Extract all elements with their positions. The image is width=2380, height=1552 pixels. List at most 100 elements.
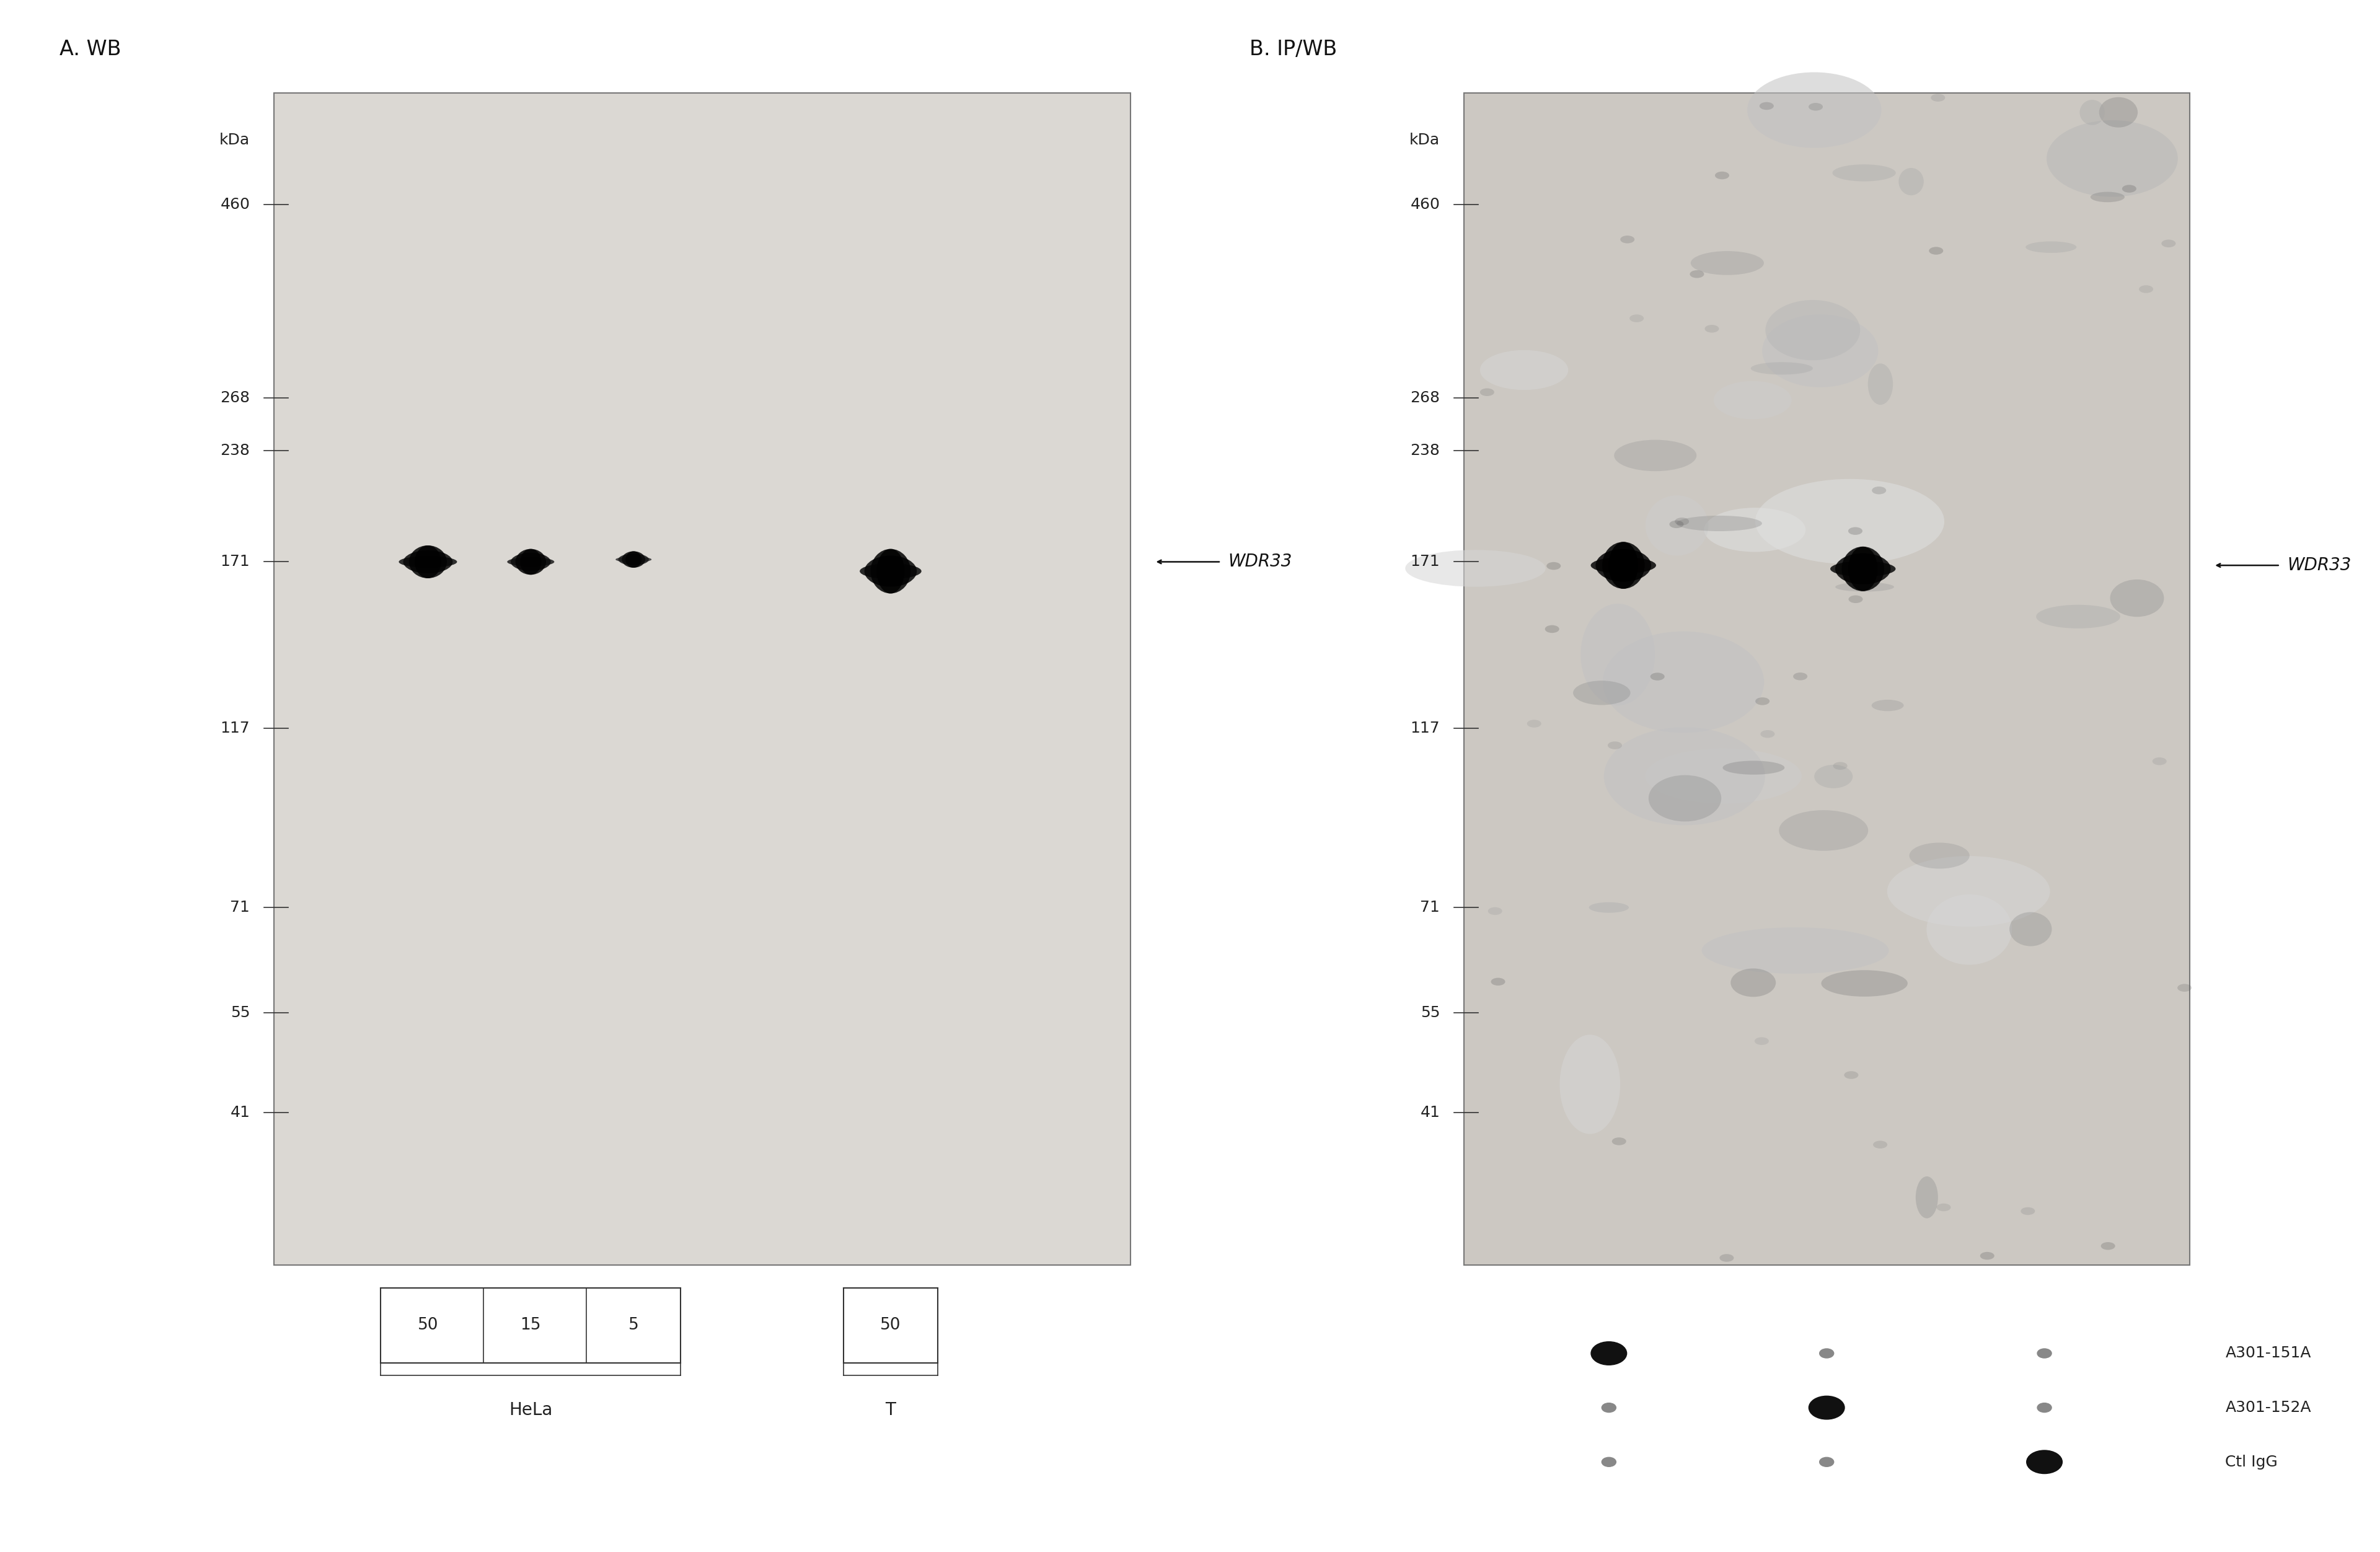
Ellipse shape: [1937, 1203, 1952, 1211]
Ellipse shape: [1759, 102, 1773, 110]
Ellipse shape: [1676, 515, 1761, 531]
Ellipse shape: [1778, 810, 1868, 850]
Ellipse shape: [1630, 315, 1645, 323]
Ellipse shape: [1718, 1254, 1733, 1262]
Ellipse shape: [1909, 843, 1971, 869]
Text: T: T: [885, 1401, 895, 1419]
Ellipse shape: [400, 556, 457, 568]
Ellipse shape: [1754, 480, 1944, 563]
Ellipse shape: [1835, 553, 1890, 585]
Text: 238: 238: [1411, 442, 1440, 458]
Ellipse shape: [1602, 542, 1645, 588]
Ellipse shape: [1868, 363, 1892, 405]
Ellipse shape: [1752, 362, 1814, 374]
Ellipse shape: [409, 545, 447, 579]
Ellipse shape: [2099, 98, 2137, 127]
Ellipse shape: [1887, 857, 2049, 927]
Text: 117: 117: [221, 720, 250, 736]
Circle shape: [2037, 1349, 2052, 1358]
Ellipse shape: [1609, 542, 1637, 588]
Ellipse shape: [1821, 970, 1909, 996]
Ellipse shape: [2009, 913, 2052, 947]
Circle shape: [1590, 1341, 1628, 1366]
Ellipse shape: [2047, 121, 2178, 197]
Ellipse shape: [876, 549, 904, 593]
Ellipse shape: [1873, 1141, 1887, 1148]
Text: A301-151A: A301-151A: [2225, 1346, 2311, 1361]
Ellipse shape: [1842, 546, 1885, 591]
Ellipse shape: [1916, 1176, 1937, 1218]
Ellipse shape: [626, 551, 643, 568]
Text: 460: 460: [1411, 197, 1440, 213]
Ellipse shape: [2025, 242, 2075, 253]
Ellipse shape: [2021, 1207, 2035, 1215]
Text: 50: 50: [881, 1318, 902, 1333]
Ellipse shape: [1925, 894, 2011, 965]
Circle shape: [2037, 1403, 2052, 1412]
Bar: [274, 93, 1130, 1265]
Ellipse shape: [1595, 549, 1652, 582]
Ellipse shape: [1766, 300, 1861, 360]
Text: 117: 117: [1411, 720, 1440, 736]
Ellipse shape: [2090, 192, 2125, 202]
Ellipse shape: [1590, 557, 1656, 574]
Text: A301-152A: A301-152A: [2225, 1400, 2311, 1415]
Text: WDR33: WDR33: [1228, 553, 1292, 571]
Text: 238: 238: [221, 442, 250, 458]
Circle shape: [2025, 1450, 2061, 1474]
Text: 55: 55: [231, 1006, 250, 1020]
Text: 268: 268: [1409, 391, 1440, 405]
Ellipse shape: [521, 549, 540, 574]
Text: Ctl IgG: Ctl IgG: [2225, 1454, 2278, 1470]
Ellipse shape: [1928, 247, 1942, 255]
Ellipse shape: [859, 563, 921, 579]
Ellipse shape: [1404, 549, 1545, 587]
Ellipse shape: [1835, 582, 1894, 591]
Ellipse shape: [516, 549, 545, 574]
Ellipse shape: [1747, 73, 1883, 147]
Text: A. WB: A. WB: [60, 39, 121, 59]
Text: 171: 171: [1411, 554, 1440, 570]
Circle shape: [1818, 1457, 1833, 1467]
Ellipse shape: [864, 556, 916, 587]
Ellipse shape: [1545, 625, 1559, 633]
Text: 41: 41: [1421, 1105, 1440, 1121]
Ellipse shape: [1602, 632, 1764, 733]
Ellipse shape: [2140, 286, 2154, 293]
Ellipse shape: [1609, 742, 1623, 750]
Ellipse shape: [1690, 251, 1764, 275]
Ellipse shape: [1690, 270, 1704, 278]
Ellipse shape: [1480, 388, 1495, 396]
Ellipse shape: [1704, 508, 1806, 553]
Ellipse shape: [1849, 528, 1864, 535]
Ellipse shape: [507, 557, 555, 566]
Ellipse shape: [1809, 102, 1823, 110]
Ellipse shape: [402, 551, 452, 573]
Ellipse shape: [1873, 486, 1887, 494]
Ellipse shape: [619, 554, 650, 565]
Ellipse shape: [1756, 697, 1771, 705]
Text: 171: 171: [221, 554, 250, 570]
Ellipse shape: [1792, 672, 1806, 680]
Ellipse shape: [414, 545, 440, 579]
Ellipse shape: [1649, 672, 1664, 680]
Circle shape: [1602, 1457, 1616, 1467]
Ellipse shape: [1754, 1037, 1768, 1044]
Circle shape: [1602, 1403, 1616, 1412]
Text: 5: 5: [628, 1318, 638, 1333]
Ellipse shape: [1668, 520, 1683, 528]
Ellipse shape: [1849, 546, 1878, 591]
Ellipse shape: [2178, 984, 2192, 992]
Circle shape: [1809, 1397, 1844, 1419]
Text: 15: 15: [521, 1318, 540, 1333]
Text: B. IP/WB: B. IP/WB: [1250, 39, 1338, 59]
Ellipse shape: [2080, 99, 2104, 126]
Text: WDR33: WDR33: [2287, 557, 2351, 574]
Text: 71: 71: [231, 900, 250, 916]
Ellipse shape: [1844, 1071, 1859, 1079]
Text: HeLa: HeLa: [509, 1401, 552, 1419]
Ellipse shape: [2161, 239, 2175, 247]
Ellipse shape: [1649, 774, 1721, 821]
Ellipse shape: [1676, 517, 1690, 525]
Ellipse shape: [1488, 908, 1502, 916]
